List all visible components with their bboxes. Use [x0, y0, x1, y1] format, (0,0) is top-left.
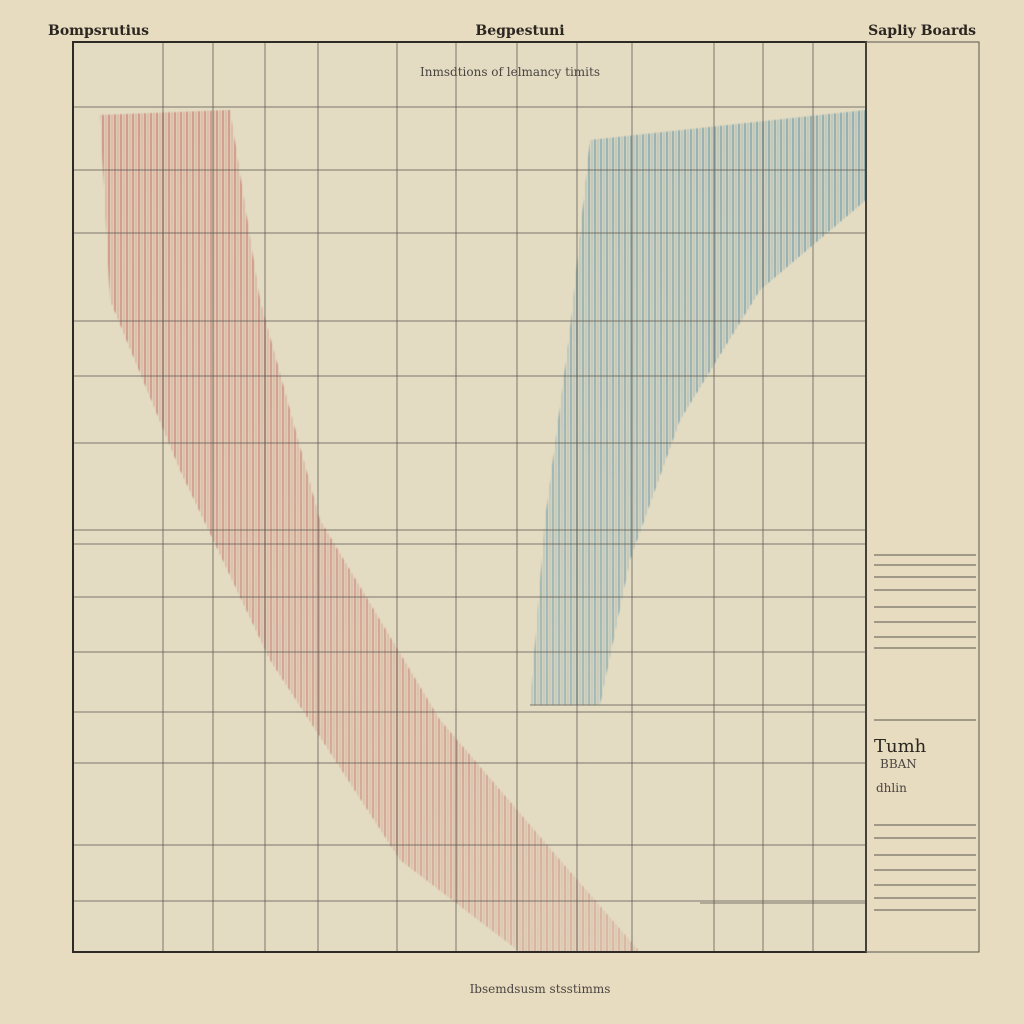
- header-left: Bompsrutius: [48, 23, 149, 39]
- chart-title: Begpestuni: [475, 23, 564, 39]
- side-panel-lines: [874, 554, 976, 911]
- header-right: Sapliy Boards: [868, 23, 976, 39]
- blue-band: [530, 110, 866, 705]
- legend-line-1: BBAN: [880, 757, 917, 771]
- legend-line-2: dhlin: [876, 781, 907, 795]
- side-panel: [865, 41, 980, 953]
- footer: Ibsemdsusm stsstimms: [470, 982, 611, 996]
- grid: [73, 42, 866, 952]
- subtitle: Inmsdtions of lelmancy timits: [420, 65, 600, 79]
- legend-heading: Tumh: [874, 736, 927, 757]
